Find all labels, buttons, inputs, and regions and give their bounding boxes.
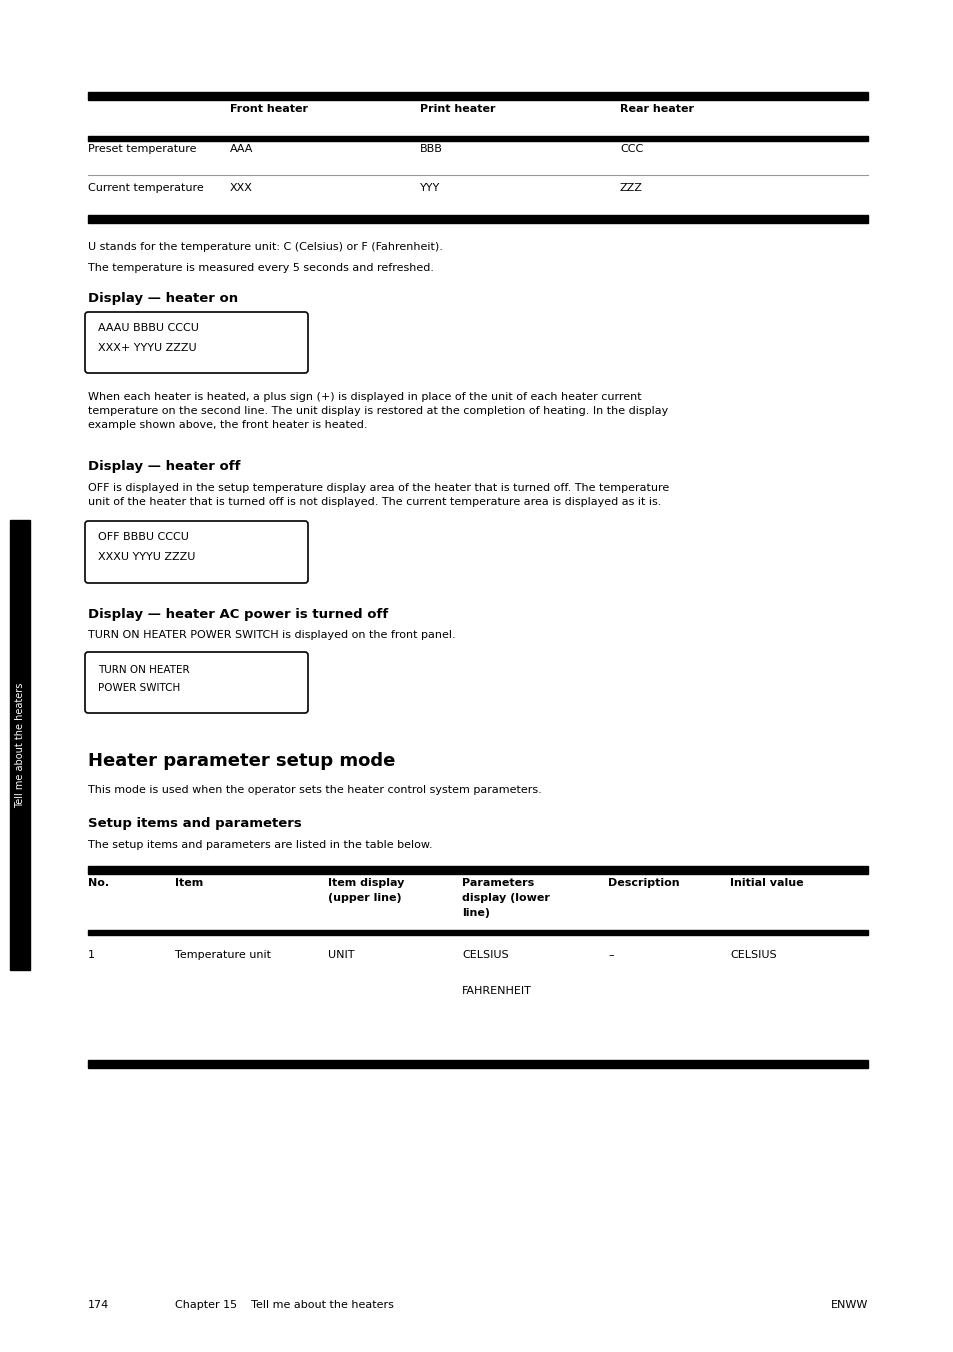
Bar <box>88 137 867 141</box>
Bar <box>88 930 867 936</box>
FancyBboxPatch shape <box>85 312 308 373</box>
Text: No.: No. <box>88 877 109 888</box>
Text: Setup items and parameters: Setup items and parameters <box>88 817 301 830</box>
Text: (upper line): (upper line) <box>328 894 401 903</box>
Text: Item: Item <box>174 877 203 888</box>
Text: Rear heater: Rear heater <box>619 104 693 114</box>
Text: U stands for the temperature unit: C (Celsius) or F (Fahrenheit).: U stands for the temperature unit: C (Ce… <box>88 242 442 251</box>
Text: BBB: BBB <box>419 145 442 154</box>
Text: –: – <box>607 950 613 960</box>
Text: Display — heater off: Display — heater off <box>88 460 240 473</box>
Text: Tell me about the heaters: Tell me about the heaters <box>15 683 25 807</box>
Text: XXXU YYYU ZZZU: XXXU YYYU ZZZU <box>98 552 195 562</box>
Text: display (lower: display (lower <box>461 894 549 903</box>
Text: TURN ON HEATER POWER SWITCH is displayed on the front panel.: TURN ON HEATER POWER SWITCH is displayed… <box>88 630 456 639</box>
Text: CELSIUS: CELSIUS <box>461 950 508 960</box>
Text: Parameters: Parameters <box>461 877 534 888</box>
Text: CELSIUS: CELSIUS <box>729 950 776 960</box>
Text: Item display: Item display <box>328 877 404 888</box>
Text: XXX: XXX <box>230 183 253 193</box>
Text: Print heater: Print heater <box>419 104 495 114</box>
Text: 174: 174 <box>88 1301 110 1310</box>
Text: Heater parameter setup mode: Heater parameter setup mode <box>88 752 395 771</box>
Text: UNIT: UNIT <box>328 950 355 960</box>
Text: Description: Description <box>607 877 679 888</box>
Text: POWER SWITCH: POWER SWITCH <box>98 683 180 694</box>
Bar <box>10 521 30 969</box>
Text: CCC: CCC <box>619 145 642 154</box>
Bar <box>88 92 867 100</box>
Text: Initial value: Initial value <box>729 877 802 888</box>
Text: ZZZ: ZZZ <box>619 183 642 193</box>
Text: FAHRENHEIT: FAHRENHEIT <box>461 986 532 996</box>
Text: line): line) <box>461 909 490 918</box>
Text: Display — heater AC power is turned off: Display — heater AC power is turned off <box>88 608 388 621</box>
Text: Temperature unit: Temperature unit <box>174 950 271 960</box>
Text: 1: 1 <box>88 950 95 960</box>
Text: Preset temperature: Preset temperature <box>88 145 196 154</box>
Text: When each heater is heated, a plus sign (+) is displayed in place of the unit of: When each heater is heated, a plus sign … <box>88 392 667 430</box>
Text: OFF is displayed in the setup temperature display area of the heater that is tur: OFF is displayed in the setup temperatur… <box>88 483 669 507</box>
Text: This mode is used when the operator sets the heater control system parameters.: This mode is used when the operator sets… <box>88 786 541 795</box>
FancyBboxPatch shape <box>85 521 308 583</box>
FancyBboxPatch shape <box>85 652 308 713</box>
Text: Front heater: Front heater <box>230 104 308 114</box>
Text: Chapter 15    Tell me about the heaters: Chapter 15 Tell me about the heaters <box>174 1301 394 1310</box>
Text: AAAU BBBU CCCU: AAAU BBBU CCCU <box>98 323 198 333</box>
Text: The temperature is measured every 5 seconds and refreshed.: The temperature is measured every 5 seco… <box>88 264 434 273</box>
Bar <box>88 215 867 223</box>
Text: The setup items and parameters are listed in the table below.: The setup items and parameters are liste… <box>88 840 432 850</box>
Text: Display — heater on: Display — heater on <box>88 292 238 306</box>
Text: AAA: AAA <box>230 145 253 154</box>
Text: Current temperature: Current temperature <box>88 183 204 193</box>
Text: XXX+ YYYU ZZZU: XXX+ YYYU ZZZU <box>98 343 196 353</box>
Text: OFF BBBU CCCU: OFF BBBU CCCU <box>98 531 189 542</box>
Text: TURN ON HEATER: TURN ON HEATER <box>98 665 190 675</box>
Bar <box>88 1060 867 1068</box>
Text: ENWW: ENWW <box>830 1301 867 1310</box>
Bar <box>88 867 867 873</box>
Text: YYY: YYY <box>419 183 439 193</box>
